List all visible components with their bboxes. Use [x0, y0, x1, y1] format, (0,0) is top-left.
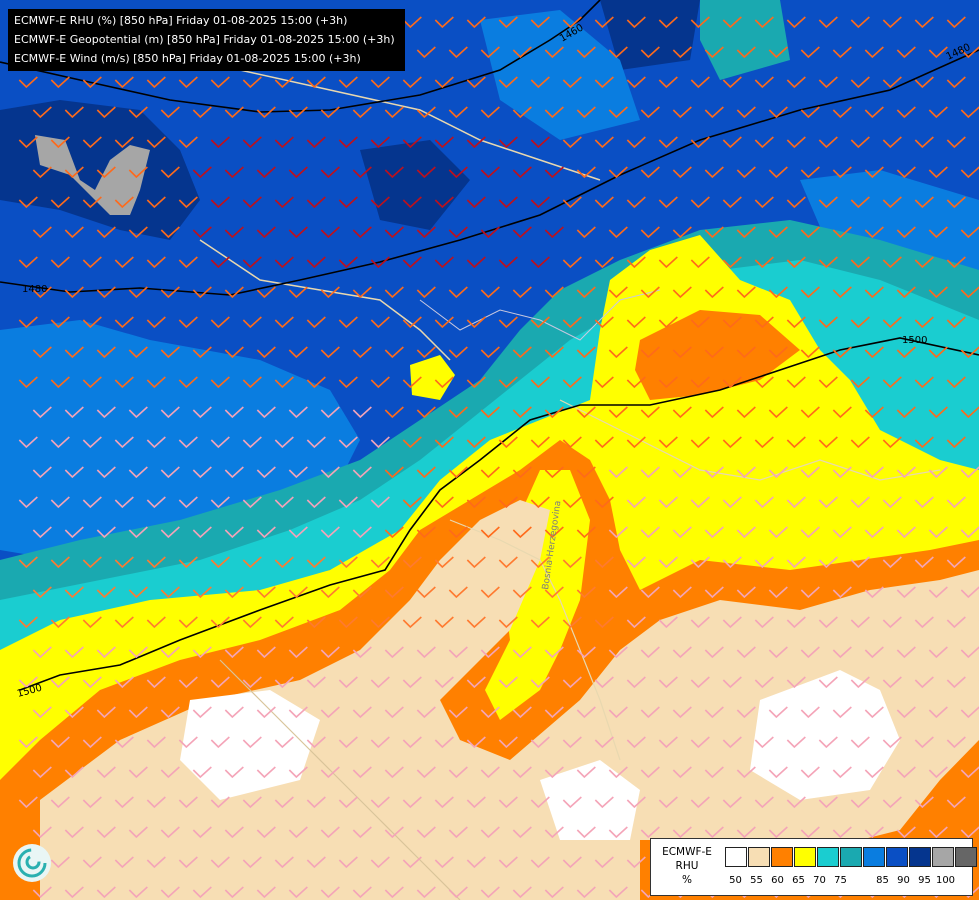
legend-title-variable: RHU	[655, 859, 719, 873]
legend-swatches	[725, 847, 978, 867]
contour-label: 1500	[902, 335, 927, 346]
legend-title-model: ECMWF-E	[655, 845, 719, 859]
title-wind: ECMWF-E Wind (m/s) [850 hPa] Friday 01-0…	[14, 49, 399, 68]
swirl-logo-icon	[12, 843, 52, 883]
provider-logo	[12, 843, 52, 883]
legend-swatch	[932, 847, 954, 867]
legend-swatch	[794, 847, 816, 867]
legend-tick: 80	[851, 875, 872, 886]
legend-swatch	[748, 847, 770, 867]
legend-tick: 55	[746, 875, 767, 886]
legend-unit: %	[655, 873, 719, 887]
legend-swatch	[909, 847, 931, 867]
legend-swatch	[725, 847, 747, 867]
legend-tick: 100	[935, 875, 956, 886]
legend-swatch	[863, 847, 885, 867]
legend-tick: 50	[725, 875, 746, 886]
legend-swatch	[886, 847, 908, 867]
legend-tick: 90	[893, 875, 914, 886]
legend-tick: 85	[872, 875, 893, 886]
legend-tick: 75	[830, 875, 851, 886]
legend-tick: 70	[809, 875, 830, 886]
legend-swatch	[955, 847, 977, 867]
legend-tick: 60	[767, 875, 788, 886]
color-legend: ECMWF-E RHU % 50 55 60 65 70 75 80 85 90 95 100	[650, 838, 973, 896]
legend-swatch	[840, 847, 862, 867]
legend-tick: 95	[914, 875, 935, 886]
legend-ticks: 50 55 60 65 70 75 80 85 90 95 100	[725, 875, 956, 886]
legend-tick: 65	[788, 875, 809, 886]
map-title-box: ECMWF-E RHU (%) [850 hPa] Friday 01-08-2…	[8, 9, 405, 71]
legend-swatch	[771, 847, 793, 867]
title-geopotential: ECMWF-E Geopotential (m) [850 hPa] Frida…	[14, 30, 399, 49]
legend-swatch	[817, 847, 839, 867]
contour-label: 1480	[22, 284, 47, 295]
title-rhu: ECMWF-E RHU (%) [850 hPa] Friday 01-08-2…	[14, 11, 399, 30]
legend-title: ECMWF-E RHU %	[655, 845, 719, 887]
